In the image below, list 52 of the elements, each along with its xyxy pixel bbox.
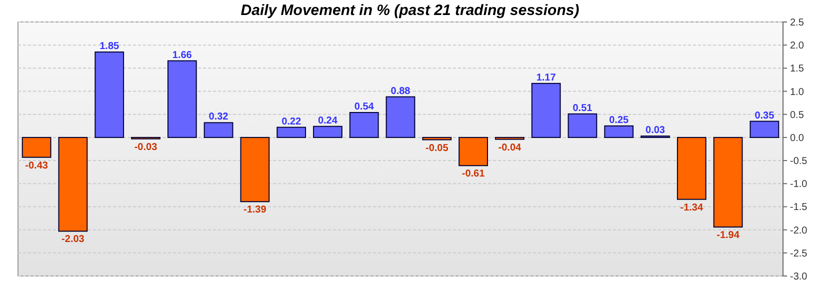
data-label: 1.85 xyxy=(100,41,120,52)
data-label: -2.03 xyxy=(62,234,85,246)
data-label: 1.17 xyxy=(536,72,556,84)
data-label: 0.32 xyxy=(208,112,229,123)
bar xyxy=(94,52,124,138)
bar xyxy=(531,82,561,138)
y-tick-label: 1.5 xyxy=(790,64,804,75)
data-label: 0.54 xyxy=(354,102,374,113)
bar xyxy=(458,136,488,166)
y-tick-label: 2.5 xyxy=(790,18,804,28)
data-label: 0.51 xyxy=(572,102,593,114)
bar xyxy=(568,113,598,138)
data-label: -1.34 xyxy=(680,202,704,214)
y-tick-label: -3.0 xyxy=(790,272,808,282)
bar xyxy=(313,126,342,138)
data-label: 0.35 xyxy=(754,110,775,122)
bar xyxy=(386,96,416,138)
data-label: 0.22 xyxy=(282,116,302,128)
bar xyxy=(204,122,234,138)
data-label: 0.03 xyxy=(646,125,666,136)
bar xyxy=(422,136,452,140)
bar xyxy=(58,136,88,232)
bar xyxy=(750,120,780,138)
bar xyxy=(676,136,706,200)
y-tick-label: -1.0 xyxy=(790,179,808,190)
data-label: -0.61 xyxy=(462,168,486,180)
data-label: -0.43 xyxy=(25,160,48,172)
bar xyxy=(604,125,634,138)
chart-title: Daily Movement in % (past 21 trading sessions) xyxy=(240,2,580,19)
y-tick-label: -2.5 xyxy=(790,248,808,260)
y-tick-label: 2.0 xyxy=(790,40,804,52)
y-tick-label: 0.0 xyxy=(790,132,804,144)
data-label: -0.03 xyxy=(134,142,158,153)
data-label: 0.25 xyxy=(609,114,630,126)
bar xyxy=(349,112,379,138)
bar xyxy=(167,60,197,138)
data-label: 1.66 xyxy=(172,50,192,61)
data-label: -0.04 xyxy=(498,142,522,154)
bar xyxy=(240,136,270,202)
bar xyxy=(276,126,306,138)
y-tick-label: -2.0 xyxy=(790,225,808,236)
bar xyxy=(713,136,743,228)
y-tick-label: -1.5 xyxy=(790,202,808,214)
y-tick-label: 0.5 xyxy=(790,110,804,121)
data-label: -0.05 xyxy=(425,142,449,154)
data-label: -1.39 xyxy=(244,204,267,216)
data-label: 0.24 xyxy=(318,115,338,126)
data-label: 0.88 xyxy=(390,86,411,97)
y-tick-label: -0.5 xyxy=(790,156,808,168)
bar xyxy=(22,136,52,158)
y-tick-label: 1.0 xyxy=(790,86,804,98)
data-label: -1.94 xyxy=(716,230,740,242)
